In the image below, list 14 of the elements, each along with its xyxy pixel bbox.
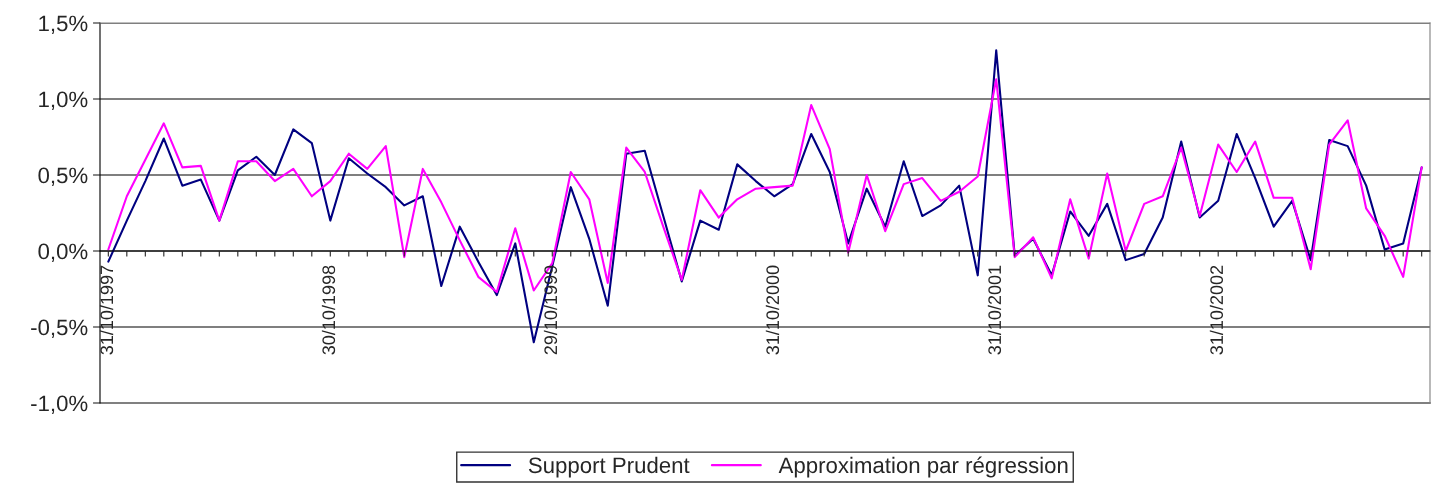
x-tick-label: 31/10/2000: [765, 265, 780, 355]
x-tick-label: 30/10/1998: [321, 265, 336, 355]
x-tick-label: 31/10/1997: [99, 265, 114, 355]
y-tick-label: 0,5%: [38, 167, 88, 186]
y-tick-label: -1,0%: [31, 395, 88, 414]
x-tick-label: 29/10/1999: [543, 265, 558, 355]
y-tick-label: 1,5%: [39, 15, 88, 34]
y-tick-label: 0,0%: [38, 243, 88, 262]
legend-label: Support Prudent: [528, 456, 690, 478]
x-tick-label: 31/10/2001: [987, 265, 1002, 355]
legend-label: Approximation par régression: [778, 456, 1068, 478]
y-tick-label: -0,5%: [31, 319, 88, 338]
y-tick-label: 1,0%: [39, 91, 88, 110]
x-tick-label: 31/10/2002: [1209, 265, 1224, 355]
